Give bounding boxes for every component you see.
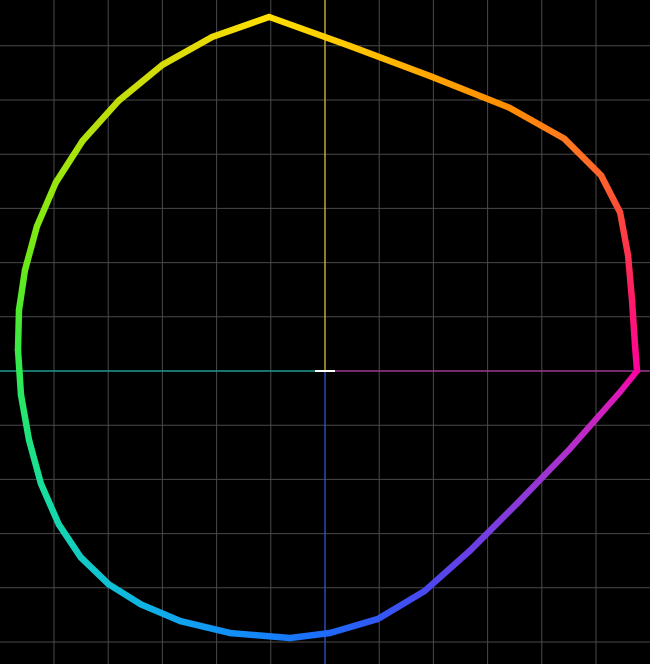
gamut-segment — [17, 310, 18, 350]
gamut-segment — [20, 310, 21, 350]
gamut-segment — [636, 345, 638, 371]
vectorscope-chart — [0, 0, 650, 664]
